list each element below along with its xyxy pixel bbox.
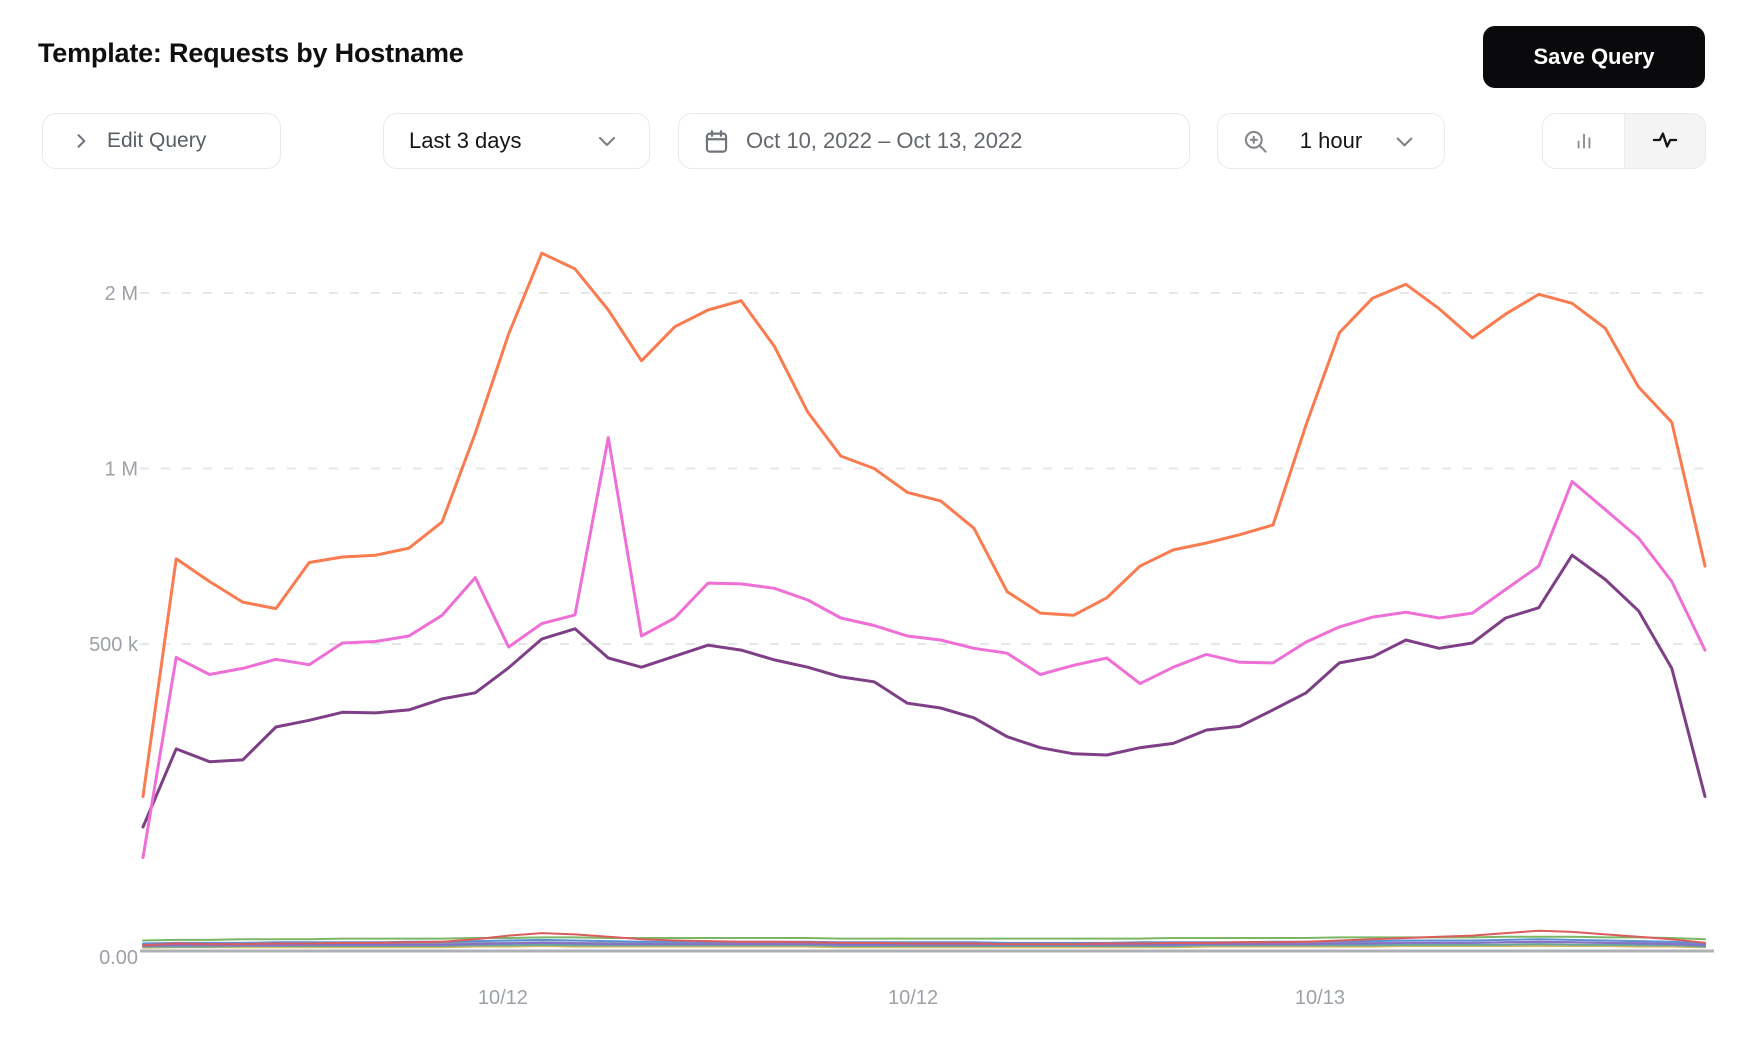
edit-query-label: Edit Query [107,129,207,152]
x-tick-label: 10/12 [478,987,528,1009]
series-hostname-red [142,929,1706,947]
chevron-down-icon [1393,130,1416,153]
page-title: Template: Requests by Hostname [38,38,464,68]
y-tick-label: 2 M [105,283,138,305]
x-tick-label: 10/12 [888,987,938,1009]
interval-label: 1 hour [1299,128,1363,153]
zoom-in-icon [1242,128,1269,155]
x-tick-label: 10/13 [1295,987,1345,1009]
chevron-down-icon [595,129,619,153]
line-chart-view-button[interactable] [1624,114,1705,168]
series-hostname-teal [142,943,1706,948]
series-hostname-purple [141,553,1707,829]
gridlines [140,292,1714,953]
y-tick-label: 1 M [105,459,138,481]
series-hostname-magenta [141,436,1707,859]
x-axis-tick-labels: 10/12 10/12 10/13 [478,987,1345,1009]
series-hostname-tan [142,945,1706,949]
bar-chart-icon [1571,127,1597,156]
y-tick-label: 0.00 [99,947,138,969]
calendar-icon [703,128,730,155]
chart-type-toggle [1542,113,1706,169]
y-axis-tick-labels: 2 M 1 M 500 k 0.00 [89,283,139,969]
interval-dropdown[interactable]: 1 hour [1217,113,1445,169]
time-range-label: Last 3 days [409,128,522,153]
date-range-picker[interactable]: Oct 10, 2022 – Oct 13, 2022 [678,113,1190,169]
y-tick-label: 500 k [89,634,139,656]
date-range-label: Oct 10, 2022 – Oct 13, 2022 [746,128,1023,153]
series-hostname-orange [141,251,1707,798]
bar-chart-view-button[interactable] [1543,114,1624,168]
edit-query-button[interactable]: Edit Query [42,113,281,169]
series-hostname-violet [142,940,1706,947]
chevron-right-icon [71,131,91,151]
save-query-label: Save Query [1533,44,1655,69]
chart-series [141,251,1707,949]
save-query-button[interactable]: Save Query [1483,26,1705,88]
time-range-dropdown[interactable]: Last 3 days [383,113,650,169]
activity-line-icon [1651,126,1679,157]
